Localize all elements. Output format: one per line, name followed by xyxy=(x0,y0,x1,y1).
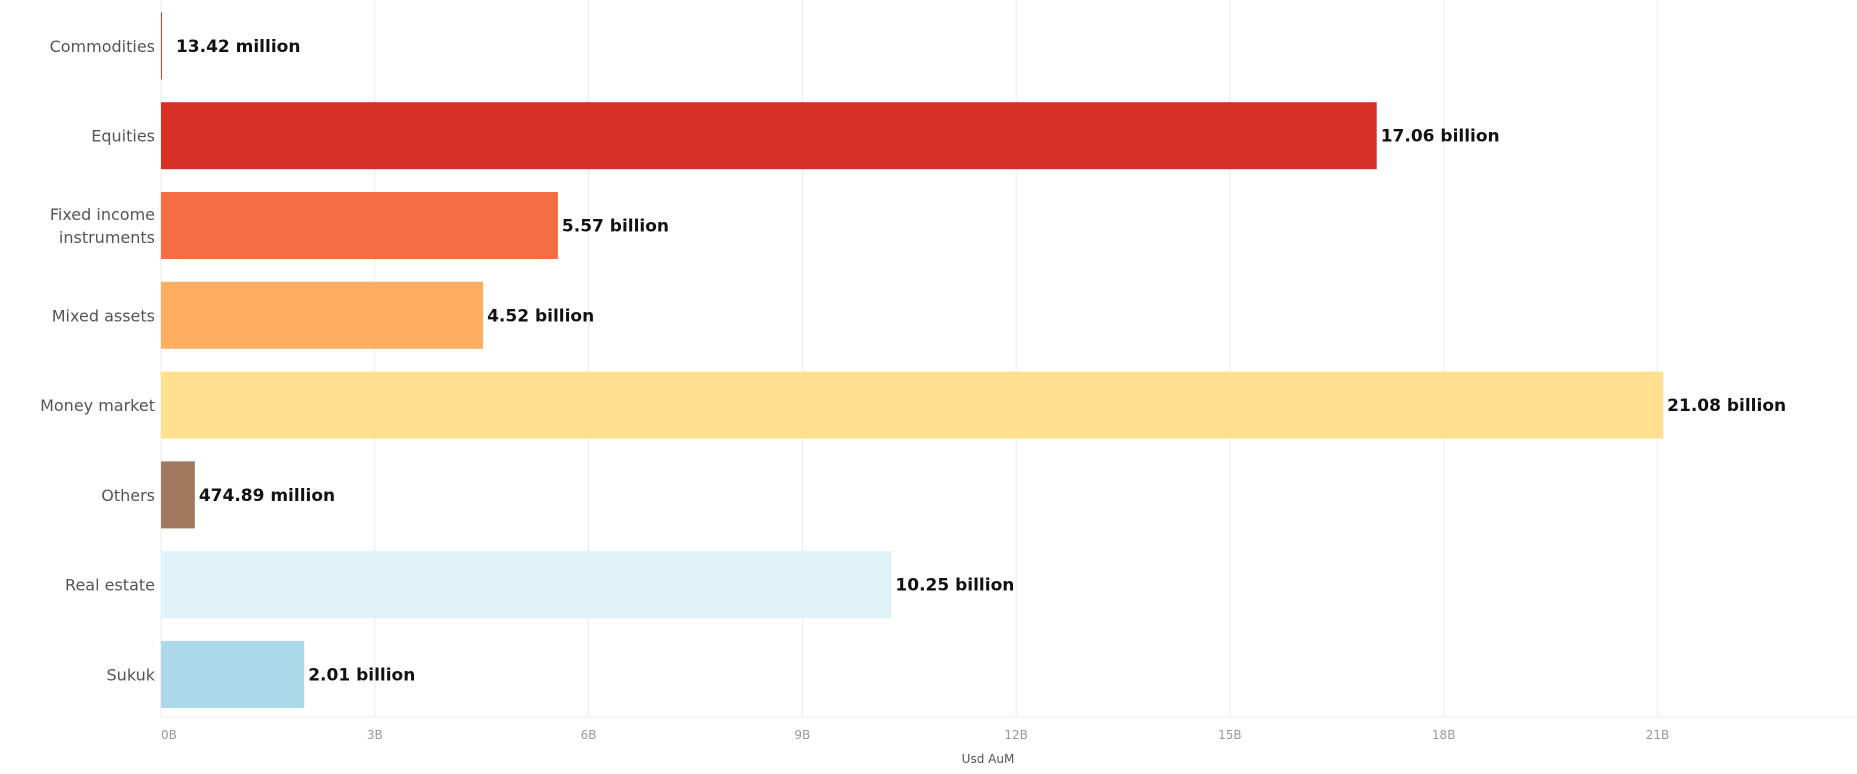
category-label: Equities xyxy=(91,127,155,146)
x-tick-label: 0B xyxy=(161,728,177,742)
category-label: Real estate xyxy=(65,576,155,595)
x-tick-label: 21B xyxy=(1646,728,1670,742)
category-label-line: Others xyxy=(101,486,155,505)
category-label-line: Commodities xyxy=(50,37,155,56)
category-labels: Commodities Equities Fixed income instrumen… xyxy=(40,37,156,685)
category-label: Commodities xyxy=(50,37,155,56)
value-label: 2.01 billion xyxy=(308,666,415,686)
x-tick-label: 15B xyxy=(1218,728,1242,742)
value-label: 21.08 billion xyxy=(1667,396,1786,416)
category-label: Fixed income instruments xyxy=(50,205,155,247)
x-axis-ticks: 0B 3B 6B 9B 12B 15B 18B 21B xyxy=(161,728,1669,742)
category-label-line: instruments xyxy=(59,228,155,247)
x-tick-label: 18B xyxy=(1432,728,1456,742)
value-label: 474.89 million xyxy=(199,486,335,506)
bar xyxy=(161,551,892,619)
x-tick-label: 3B xyxy=(367,728,383,742)
category-label: Sukuk xyxy=(107,666,156,685)
bar xyxy=(161,281,484,349)
bars xyxy=(161,12,1664,708)
category-label-line: Real estate xyxy=(65,576,155,595)
value-label: 13.42 million xyxy=(176,37,300,57)
category-label-line: Sukuk xyxy=(107,666,156,685)
value-label: 4.52 billion xyxy=(487,306,594,326)
bar xyxy=(161,461,195,529)
bar xyxy=(161,12,162,80)
x-tick-label: 12B xyxy=(1004,728,1028,742)
category-label-line: Money market xyxy=(40,396,155,415)
category-label-line: Mixed assets xyxy=(52,306,155,325)
x-tick-label: 9B xyxy=(794,728,810,742)
value-labels: 13.42 million 17.06 billion 5.57 billion 4.… xyxy=(176,37,1786,686)
value-label: 10.25 billion xyxy=(895,576,1014,596)
value-label: 17.06 billion xyxy=(1381,127,1500,147)
category-label-line: Fixed income xyxy=(50,205,155,224)
category-label-line: Equities xyxy=(91,127,155,146)
bar xyxy=(161,102,1377,170)
bar xyxy=(161,371,1664,439)
category-label: Mixed assets xyxy=(52,306,155,325)
x-tick-label: 6B xyxy=(581,728,597,742)
category-label: Others xyxy=(101,486,155,505)
value-label: 5.57 billion xyxy=(562,217,669,237)
x-axis-title: Usd AuM xyxy=(962,752,1015,766)
bar xyxy=(161,192,558,259)
bar xyxy=(161,641,305,708)
category-label: Money market xyxy=(40,396,155,415)
